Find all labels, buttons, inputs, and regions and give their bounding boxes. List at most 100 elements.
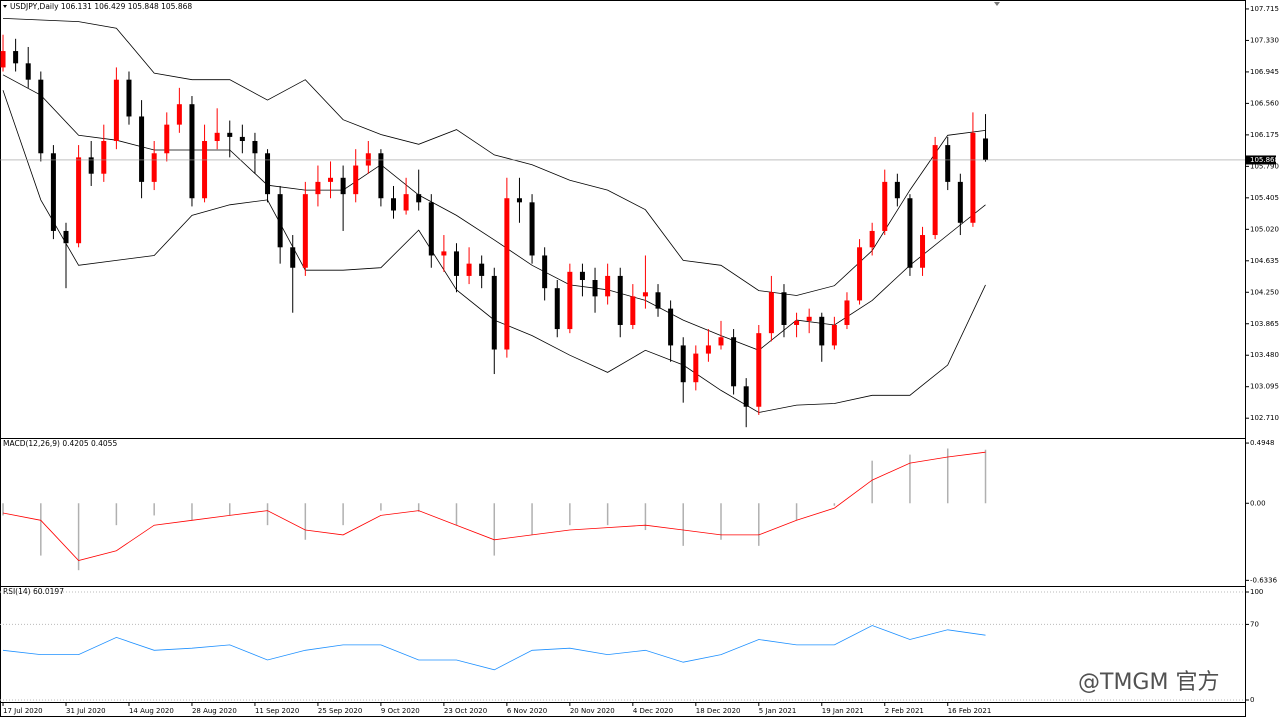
- candle-body: [63, 230, 69, 244]
- candle-body: [705, 345, 711, 354]
- last-price-label: 105.868: [1250, 156, 1279, 164]
- candle-body: [391, 198, 397, 211]
- candle-body: [491, 275, 497, 350]
- y-tick-label: 0: [1250, 696, 1254, 704]
- bollinger-band: [2, 18, 986, 296]
- y-tick-label: 100: [1250, 588, 1263, 596]
- candle-body: [957, 181, 963, 223]
- y-tick-label: 0.00: [1250, 499, 1266, 507]
- y-tick-label: 106.175: [1250, 131, 1279, 139]
- candle-body: [466, 263, 472, 276]
- y-tick-label: 105.790: [1250, 162, 1279, 170]
- candle-body: [781, 292, 787, 325]
- candle-body: [718, 337, 724, 346]
- candle-body: [416, 194, 422, 203]
- candle-body: [819, 316, 825, 346]
- candle-body: [970, 132, 976, 223]
- candle-body: [592, 280, 598, 297]
- x-tick-label: 9 Oct 2020: [381, 707, 420, 715]
- candle-body: [542, 255, 548, 289]
- candle-body: [983, 138, 989, 160]
- candle-body: [554, 288, 560, 330]
- y-tick-label: 0.4948: [1250, 439, 1275, 447]
- candle-body: [265, 153, 271, 195]
- candle-body: [189, 104, 195, 199]
- candle-body: [516, 198, 522, 203]
- x-tick-label: 18 Dec 2020: [696, 707, 741, 715]
- candle-body: [340, 177, 346, 195]
- candle-body: [76, 157, 82, 244]
- candle-body: [768, 292, 774, 334]
- candle-body: [113, 79, 119, 142]
- candle-body: [642, 292, 648, 297]
- candle-body: [302, 194, 308, 268]
- y-tick-label: 104.635: [1250, 257, 1279, 265]
- candle-body: [479, 263, 485, 276]
- y-tick-label: 70: [1250, 620, 1259, 628]
- macd-signal: [2, 451, 986, 561]
- candle-body: [101, 141, 107, 174]
- plot-layer: 107.715 107.330 106.945 106.560 106.175 105.7…: [0, 5, 1279, 715]
- candle-body: [139, 116, 145, 182]
- candle-body: [882, 181, 888, 231]
- candle-body: [378, 153, 384, 199]
- candle-body: [227, 132, 233, 137]
- y-tick-label: 107.715: [1250, 5, 1279, 13]
- candle-body: [894, 181, 900, 199]
- candle-body: [126, 79, 132, 117]
- candle-body: [164, 124, 170, 154]
- candle-body: [668, 308, 674, 346]
- candle-body: [529, 202, 535, 256]
- y-tick-label: 106.560: [1250, 99, 1279, 107]
- candle-body: [756, 333, 762, 407]
- candle-body: [202, 141, 208, 199]
- y-tick-label: 107.330: [1250, 36, 1279, 44]
- candle-body: [605, 275, 611, 297]
- candle-body: [920, 235, 926, 268]
- candle-body: [794, 320, 800, 325]
- candle-body: [13, 51, 19, 64]
- candle-body: [0, 51, 6, 68]
- candle-body: [806, 316, 812, 321]
- candle-body: [579, 271, 585, 281]
- watermark: @TMGM 官方: [1078, 670, 1219, 695]
- y-tick-label: 104.250: [1250, 288, 1279, 296]
- candle-body: [403, 194, 409, 211]
- y-tick-label: 106.945: [1250, 68, 1279, 76]
- x-tick-label: 5 Jan 2021: [759, 707, 797, 715]
- x-tick-label: 6 Nov 2020: [507, 707, 547, 715]
- shift-marker: [994, 2, 1000, 6]
- candle-body: [88, 157, 94, 174]
- candle-body: [453, 251, 459, 276]
- candle-body: [693, 353, 699, 383]
- candle-body: [38, 79, 44, 154]
- candle-body: [239, 136, 245, 142]
- x-tick-label: 4 Dec 2020: [633, 707, 673, 715]
- candle-body: [680, 345, 686, 383]
- candle-body: [290, 247, 296, 268]
- candle-body: [214, 132, 220, 142]
- candle-body: [151, 153, 157, 182]
- candle-body: [945, 145, 951, 182]
- candle-body: [328, 177, 334, 182]
- candle-body: [567, 271, 573, 330]
- y-tick-label: 105.405: [1250, 194, 1279, 202]
- last-price-box: [1246, 155, 1276, 165]
- candle-body: [277, 194, 283, 248]
- y-tick-label: 103.480: [1250, 351, 1279, 359]
- x-tick-label: 28 Aug 2020: [192, 707, 237, 715]
- y-tick-label: 102.710: [1250, 414, 1279, 422]
- candle-body: [441, 251, 447, 256]
- candle-body: [857, 247, 863, 301]
- y-tick-label: -0.6336: [1250, 576, 1278, 584]
- candle-body: [252, 141, 258, 154]
- candle-body: [504, 198, 510, 350]
- x-tick-label: 2 Feb 2021: [885, 707, 924, 715]
- plot-frame: [0, 0, 1246, 717]
- candle-body: [617, 275, 623, 325]
- y-tick-label: 103.095: [1250, 383, 1279, 391]
- x-tick-label: 23 Oct 2020: [444, 707, 487, 715]
- candle-body: [428, 202, 434, 256]
- x-tick-label: 16 Feb 2021: [948, 707, 992, 715]
